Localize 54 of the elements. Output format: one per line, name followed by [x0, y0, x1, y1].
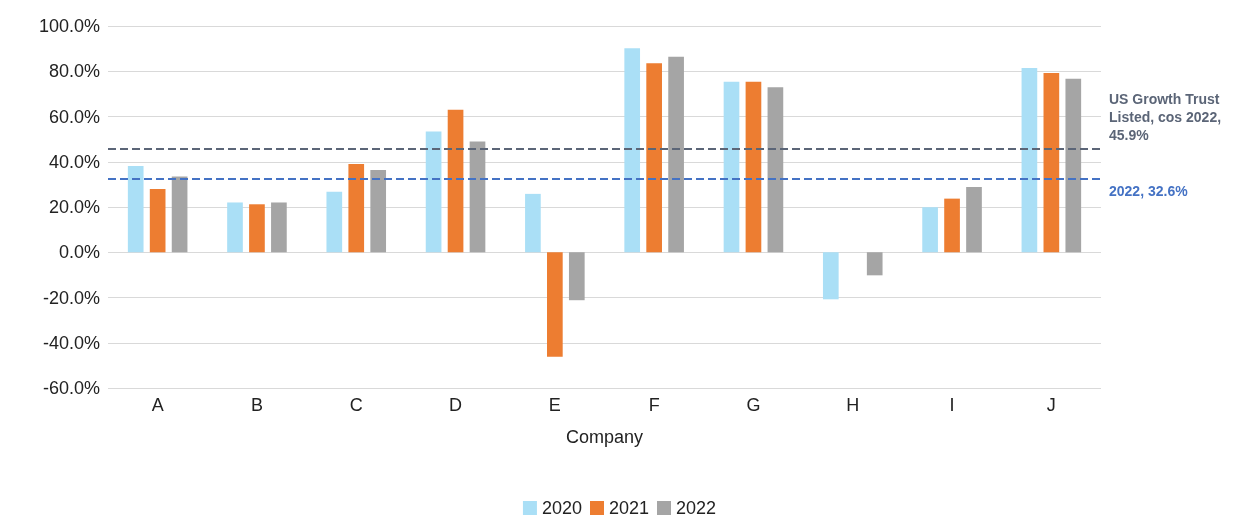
y-tick-label: 40.0% — [48, 151, 100, 172]
ref-line-label: 2022, 32.6% — [1109, 183, 1189, 200]
y-tick-label: 100.0% — [38, 16, 100, 36]
bar — [822, 252, 839, 300]
bar — [370, 169, 387, 253]
bar — [1021, 68, 1038, 253]
bar — [624, 48, 641, 253]
x-tick-label: F — [648, 395, 660, 415]
bar — [171, 176, 188, 253]
bar — [271, 202, 287, 253]
bar — [1043, 73, 1060, 253]
bar — [127, 166, 144, 253]
x-axis-title: Company — [565, 427, 644, 447]
legend-label: 2022 — [676, 498, 717, 518]
bar — [966, 187, 982, 253]
bar — [568, 252, 585, 301]
x-tick-label: A — [151, 395, 164, 415]
x-tick-label: D — [449, 395, 463, 415]
y-tick-label: 20.0% — [48, 197, 100, 217]
x-tick-label: B — [250, 395, 263, 415]
bar — [646, 63, 662, 253]
bar — [326, 191, 343, 253]
bar — [149, 188, 166, 253]
bar — [348, 164, 365, 253]
bar — [723, 81, 740, 253]
y-tick-label: 0.0% — [58, 242, 100, 263]
legend-label: 2020 — [541, 498, 582, 518]
bar — [525, 193, 541, 253]
x-tick-label: I — [949, 395, 955, 415]
x-tick-label: E — [548, 395, 561, 415]
y-tick-label: 60.0% — [48, 106, 100, 127]
bar — [469, 141, 486, 253]
bar — [1065, 78, 1082, 253]
x-tick-label: H — [846, 395, 860, 415]
bar — [447, 109, 464, 253]
y-tick-label: -60.0% — [42, 378, 100, 398]
bar — [866, 252, 883, 276]
bar — [668, 56, 684, 253]
bar — [547, 252, 563, 357]
bar — [922, 207, 938, 253]
bar — [425, 131, 442, 253]
x-tick-label: C — [349, 395, 363, 415]
y-tick-label: 80.0% — [48, 61, 100, 82]
x-tick-label: G — [746, 395, 761, 415]
bar — [249, 204, 265, 253]
y-tick-label: -20.0% — [42, 287, 100, 308]
bar — [944, 198, 960, 253]
y-tick-label: -40.0% — [42, 332, 100, 353]
bar — [745, 81, 762, 253]
legend-label: 2021 — [608, 498, 650, 518]
x-tick-label: J — [1046, 395, 1056, 415]
ref-line-label: US Growth Trust Listed, cos 2022, 45.9% — [1109, 91, 1225, 144]
bar — [767, 87, 784, 253]
bar — [227, 202, 243, 253]
